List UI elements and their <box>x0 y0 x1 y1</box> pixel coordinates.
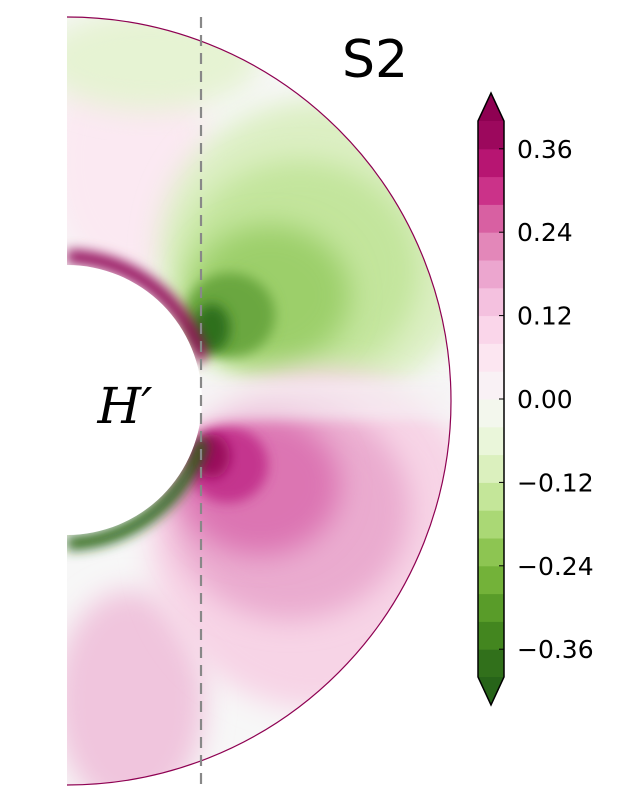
chart-title: S2 <box>342 30 408 90</box>
colorbar-segment <box>478 426 504 456</box>
colorbar-tick-label: 0.12 <box>517 302 573 331</box>
colorbar-segment <box>478 538 504 567</box>
colorbar-segment <box>478 399 504 428</box>
colorbar-outline <box>477 91 505 707</box>
colorbar-segment <box>478 232 504 261</box>
colorbar-segment <box>478 593 504 622</box>
colorbar-segment <box>478 621 504 650</box>
colorbar-segment <box>478 204 504 233</box>
colorbar-segment <box>478 148 504 178</box>
colorbar-segment <box>478 482 504 511</box>
colorbar-tick-label: 0.24 <box>517 218 573 247</box>
colorbar-segment <box>478 371 504 400</box>
quantity-label: H′ <box>97 377 154 435</box>
colorbar-tick-label: −0.36 <box>517 635 594 664</box>
colorbar: 0.36 0.24 0.12 0.00 −0.12 −0.24 −0.36 <box>477 91 594 707</box>
colorbar-segment <box>478 260 504 289</box>
colorbar-segment <box>478 510 504 539</box>
colorbar-segment <box>478 649 504 678</box>
colorbar-segment <box>478 176 504 205</box>
colorbar-tick-label: 0.36 <box>517 135 573 164</box>
colorbar-tick-label: −0.24 <box>517 552 594 581</box>
colorbar-segment <box>478 565 504 595</box>
colorbar-tick-label: −0.12 <box>517 468 594 497</box>
colorbar-extend-max <box>478 93 504 121</box>
colorbar-tick-label: 0.00 <box>517 385 573 414</box>
outer-boundary <box>66 16 452 786</box>
colorbar-extend-min <box>478 677 504 705</box>
colorbar-segment <box>478 343 504 372</box>
colorbar-segment <box>478 315 504 344</box>
colorbar-segment <box>478 121 504 150</box>
colorbar-segment <box>478 287 504 317</box>
colorbar-segment <box>478 454 504 483</box>
